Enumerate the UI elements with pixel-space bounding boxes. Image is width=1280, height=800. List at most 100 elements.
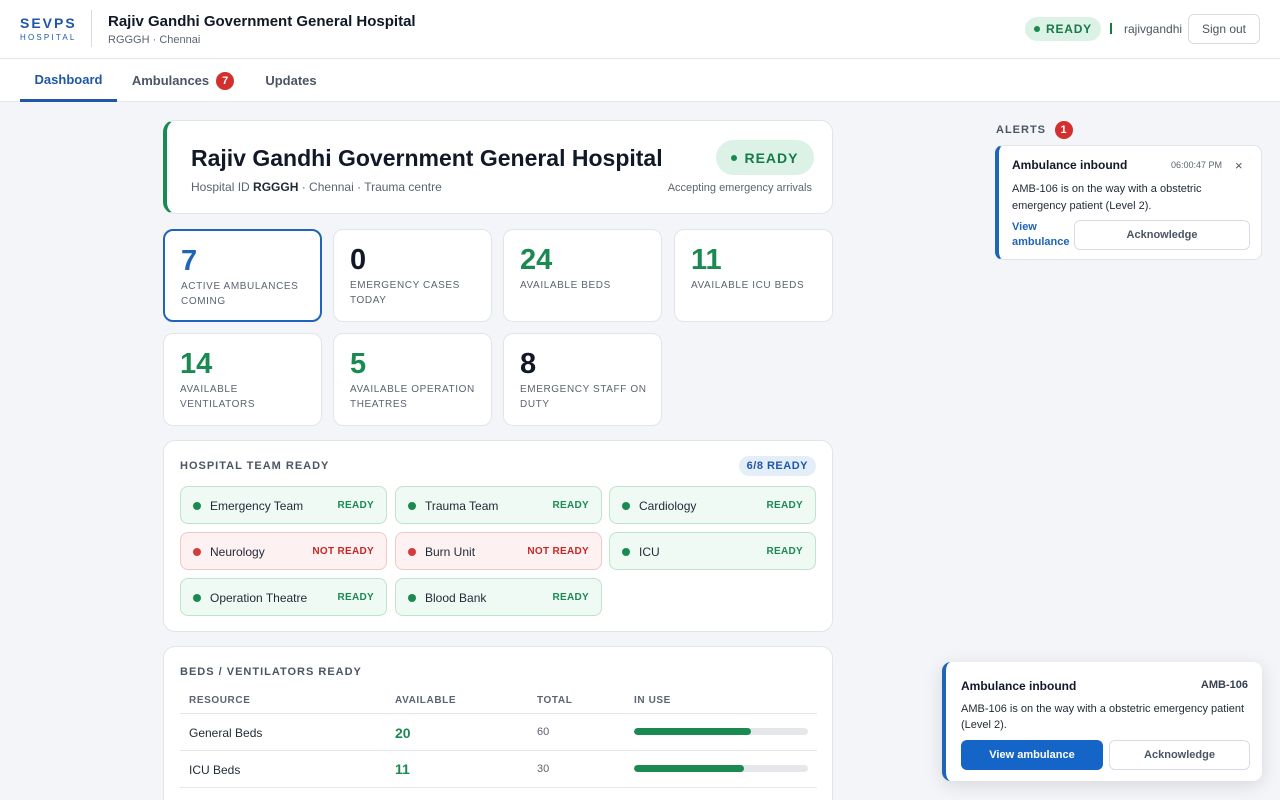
acknowledge-button[interactable]: Acknowledge (1109, 740, 1250, 770)
column-header-total: TOTAL (537, 695, 573, 706)
stat-emergency-staff[interactable]: 8 EMERGENCY STAFF ON DUTY (503, 333, 662, 426)
header-status-badge: READY (1025, 17, 1101, 41)
stat-value: 8 (520, 348, 537, 380)
hospital-summary-card: Rajiv Gandhi Government General Hospital… (163, 120, 833, 214)
app-logo[interactable]: SEVPS HOSPITAL (20, 16, 80, 43)
toast-notification: Ambulance inbound AMB-106 AMB-106 is on … (942, 662, 1262, 781)
hospital-meta-suffix: · Chennai · Trauma centre (301, 180, 442, 194)
status-dot-icon (408, 502, 416, 510)
sign-out-button[interactable]: Sign out (1188, 14, 1260, 44)
beds-ventilators-card: BEDS / VENTILATORS READY RESOURCE AVAILA… (163, 646, 833, 800)
status-dot-icon (193, 502, 201, 510)
team-status: NOT READY (527, 546, 589, 557)
stat-available-ventilators[interactable]: 14 AVAILABLE VENTILATORS (163, 333, 322, 426)
column-header-resource: RESOURCE (189, 695, 251, 706)
team-status: READY (337, 592, 374, 603)
team-name: ICU (639, 545, 660, 559)
logo-sub-text: HOSPITAL (20, 33, 77, 42)
resource-total: 60 (537, 726, 550, 738)
tab-ambulances[interactable]: Ambulances 7 (128, 59, 238, 102)
table-divider (180, 750, 817, 751)
table-divider (180, 787, 817, 788)
team-status: READY (552, 500, 589, 511)
stat-emergency-cases[interactable]: 0 EMERGENCY CASES TODAY (333, 229, 492, 322)
beds-section-title: BEDS / VENTILATORS READY (180, 666, 362, 678)
stat-value: 0 (350, 244, 367, 276)
resource-name: General Beds (189, 726, 263, 740)
toast-ambulance-id: AMB-106 (1200, 679, 1248, 691)
stat-available-beds[interactable]: 24 AVAILABLE BEDS (503, 229, 662, 322)
table-divider (180, 713, 817, 714)
stat-available-operation-theatres[interactable]: 5 AVAILABLE OPERATION THEATRES (333, 333, 492, 426)
team-name: Burn Unit (425, 545, 476, 559)
team-section-title: HOSPITAL TEAM READY (180, 460, 330, 472)
logo-main-text: SEVPS (20, 15, 77, 31)
tab-dashboard-label: Dashboard (34, 71, 103, 87)
toast-body: AMB-106 is on the way with a obstetric e… (961, 703, 1245, 731)
team-item: Emergency Team READY (180, 486, 387, 524)
alerts-header: ALERTS 1 (996, 121, 1073, 139)
stat-label: AVAILABLE OPERATION THEATRES (350, 384, 475, 410)
resource-total: 30 (537, 763, 550, 775)
stat-value: 14 (180, 348, 213, 380)
column-header-available: AVAILABLE (395, 695, 457, 706)
resource-available: 11 (395, 761, 410, 777)
view-ambulance-link[interactable]: View ambulance (1012, 221, 1070, 248)
stat-active-ambulances[interactable]: 7 ACTIVE AMBULANCES COMING (163, 229, 322, 322)
tab-ambulances-label: Ambulances (131, 73, 210, 88)
view-ambulance-button[interactable]: View ambulance (961, 740, 1103, 770)
in-use-bar (634, 728, 808, 735)
team-status: READY (766, 546, 803, 557)
stat-available-icu-beds[interactable]: 11 AVAILABLE ICU BEDS (674, 229, 833, 322)
status-dot-icon (731, 154, 738, 161)
team-item: ICU READY (609, 532, 816, 570)
tab-updates-label: Updates (265, 73, 317, 88)
stat-value: 11 (691, 244, 722, 276)
top-header: SEVPS HOSPITAL Rajiv Gandhi Government G… (0, 0, 1280, 59)
stat-label: EMERGENCY CASES TODAY (350, 280, 460, 306)
resource-available: 20 (395, 725, 411, 741)
tab-bar: Dashboard Ambulances 7 Updates (0, 59, 1280, 102)
in-use-bar-fill (634, 728, 751, 735)
acknowledge-button[interactable]: Acknowledge (1074, 220, 1250, 250)
team-name: Blood Bank (425, 591, 487, 605)
toast-title: Ambulance inbound (961, 679, 1077, 693)
stat-label: AVAILABLE VENTILATORS (180, 384, 256, 410)
header-status-text: READY (1045, 22, 1092, 36)
column-header-in-use: IN USE (634, 695, 671, 706)
stat-value: 7 (181, 245, 198, 277)
in-use-bar-fill (634, 765, 744, 772)
stat-value: 5 (350, 348, 367, 380)
ambulances-count-badge: 7 (216, 71, 235, 90)
resource-name: ICU Beds (189, 763, 241, 777)
stat-label: EMERGENCY STAFF ON DUTY (520, 384, 647, 410)
accepting-text: Accepting emergency arrivals (667, 182, 812, 194)
status-dot-icon (193, 548, 201, 556)
status-dot-icon (1033, 26, 1040, 32)
team-status: NOT READY (312, 546, 374, 557)
hospital-id-prefix: Hospital ID (191, 180, 250, 194)
team-item: Cardiology READY (609, 486, 816, 524)
close-icon[interactable]: × (1235, 158, 1243, 173)
status-dot-icon (193, 594, 201, 602)
team-name: Emergency Team (210, 499, 304, 513)
header-divider (91, 10, 92, 47)
team-ready-badge: 6/8 READY (738, 456, 816, 476)
alert-title: Ambulance inbound (1012, 158, 1128, 172)
team-item: Neurology NOT READY (180, 532, 387, 570)
alert-body: AMB-106 is on the way with a obstetric e… (1012, 183, 1202, 212)
hospital-status-text: READY (744, 149, 799, 166)
stat-value: 24 (520, 244, 553, 276)
tab-updates[interactable]: Updates (256, 59, 326, 102)
hospital-meta: Hospital ID RGGGH · Chennai · Trauma cen… (191, 180, 442, 194)
status-dot-icon (408, 594, 416, 602)
header-subtitle: RGGGH · Chennai (108, 34, 201, 46)
in-use-bar (634, 765, 808, 772)
hospital-status-badge: READY (716, 140, 814, 175)
team-status: READY (552, 592, 589, 603)
status-dot-icon (622, 502, 630, 510)
status-dot-icon (408, 548, 416, 556)
alert-time: 06:00:47 PM (1171, 160, 1223, 170)
tab-dashboard[interactable]: Dashboard (20, 59, 117, 102)
team-item: Operation Theatre READY (180, 578, 387, 616)
